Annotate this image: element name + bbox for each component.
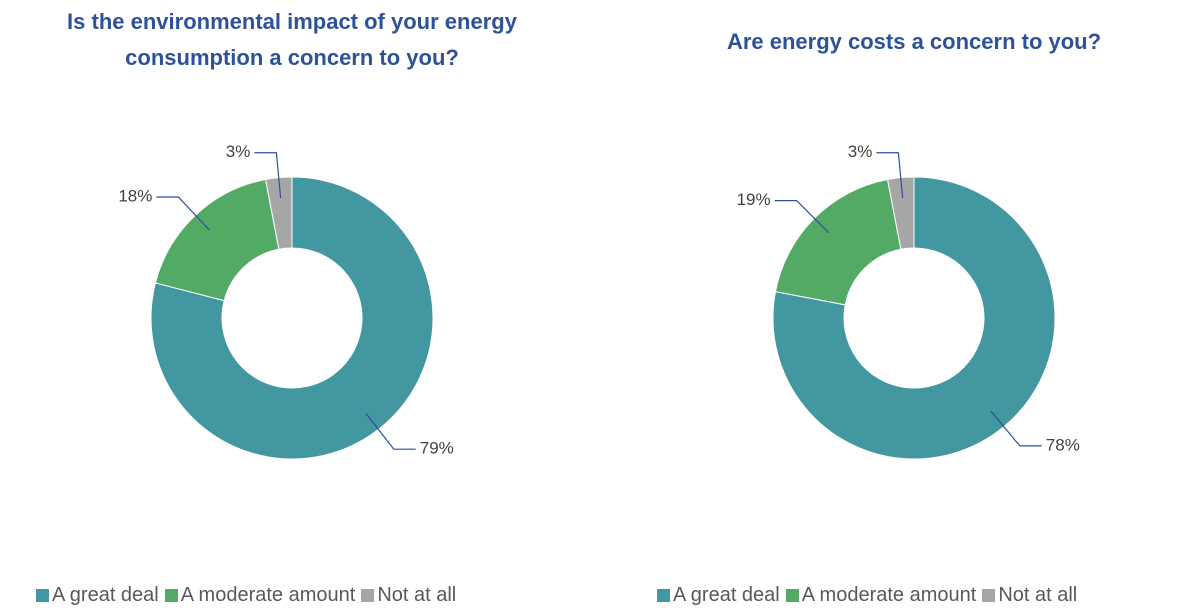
legend-swatch xyxy=(982,589,996,602)
legend: A great deal A moderate amount Not at all xyxy=(657,584,1077,607)
donut-slice xyxy=(150,176,434,460)
legend-swatch xyxy=(785,589,799,602)
legend-item: A great deal xyxy=(657,584,780,607)
donut-slice xyxy=(774,178,902,306)
leader-line xyxy=(774,200,830,234)
legend-item: Not at all xyxy=(982,584,1077,607)
leader-line xyxy=(156,196,210,231)
donut-slice xyxy=(886,176,915,250)
legend: A great deal A moderate amount Not at all xyxy=(36,584,456,607)
legend-item: A moderate amount xyxy=(785,584,977,607)
leader-line xyxy=(254,152,282,199)
leader-line xyxy=(876,152,904,199)
legend-label: Not at all xyxy=(377,584,457,606)
legend-swatch xyxy=(657,589,670,602)
data-label: 19% xyxy=(737,190,771,209)
legend-label: A great deal xyxy=(52,584,159,606)
legend-label: Not at all xyxy=(998,584,1078,606)
data-label: 3% xyxy=(226,142,251,161)
chart-title: Is the environmental impact of your ener… xyxy=(67,9,517,70)
donut-slice xyxy=(772,176,1056,460)
data-label: 18% xyxy=(118,186,152,205)
legend-item: A great deal xyxy=(36,584,159,607)
legend-label: A great deal xyxy=(673,584,780,606)
chart-title: Are energy costs a concern to you? xyxy=(726,29,1102,54)
data-label: 78% xyxy=(1046,435,1080,454)
donut-slice xyxy=(264,176,293,250)
legend-item: Not at all xyxy=(361,584,456,607)
legend-item: A moderate amount xyxy=(164,584,356,607)
legend-swatch xyxy=(164,589,178,602)
donut-slice xyxy=(154,178,280,302)
legend-label: A moderate amount xyxy=(180,584,356,606)
leader-line xyxy=(365,412,416,450)
legend-label: A moderate amount xyxy=(801,584,977,606)
data-label: 79% xyxy=(420,439,454,458)
leader-line xyxy=(990,410,1042,447)
data-label: 3% xyxy=(848,142,873,161)
legend-swatch xyxy=(361,589,375,602)
legend-swatch xyxy=(36,589,49,602)
